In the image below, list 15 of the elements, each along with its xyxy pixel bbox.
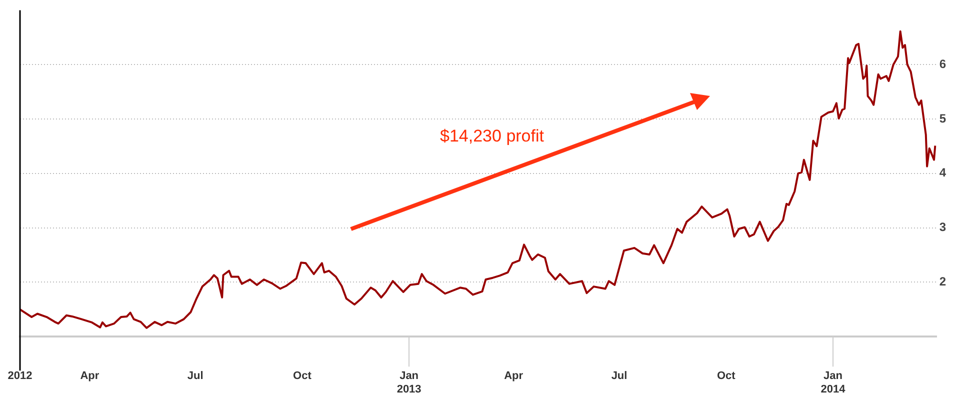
y-tick-label: 5 xyxy=(939,111,946,126)
x-tick-label: Oct xyxy=(716,370,736,382)
x-tick-label: Apr xyxy=(80,370,100,382)
annotation: $14,230 profit xyxy=(440,126,544,146)
y-tick-label: 2 xyxy=(939,274,946,289)
y-tick-label: 4 xyxy=(939,166,946,180)
y-tick-label: 3 xyxy=(939,220,946,234)
x-tick-label: Apr xyxy=(504,370,524,382)
x-tick-label: Jul xyxy=(187,370,204,382)
x-tick-label: Jan 2014 xyxy=(820,370,846,396)
x-tick-label: 2012 xyxy=(8,370,32,382)
x-tick-label: Oct xyxy=(293,370,312,382)
x-tick-label: Jul xyxy=(611,370,628,382)
x-tick-label: Jan 2013 xyxy=(396,370,422,396)
y-tick-label: 6 xyxy=(939,56,946,71)
